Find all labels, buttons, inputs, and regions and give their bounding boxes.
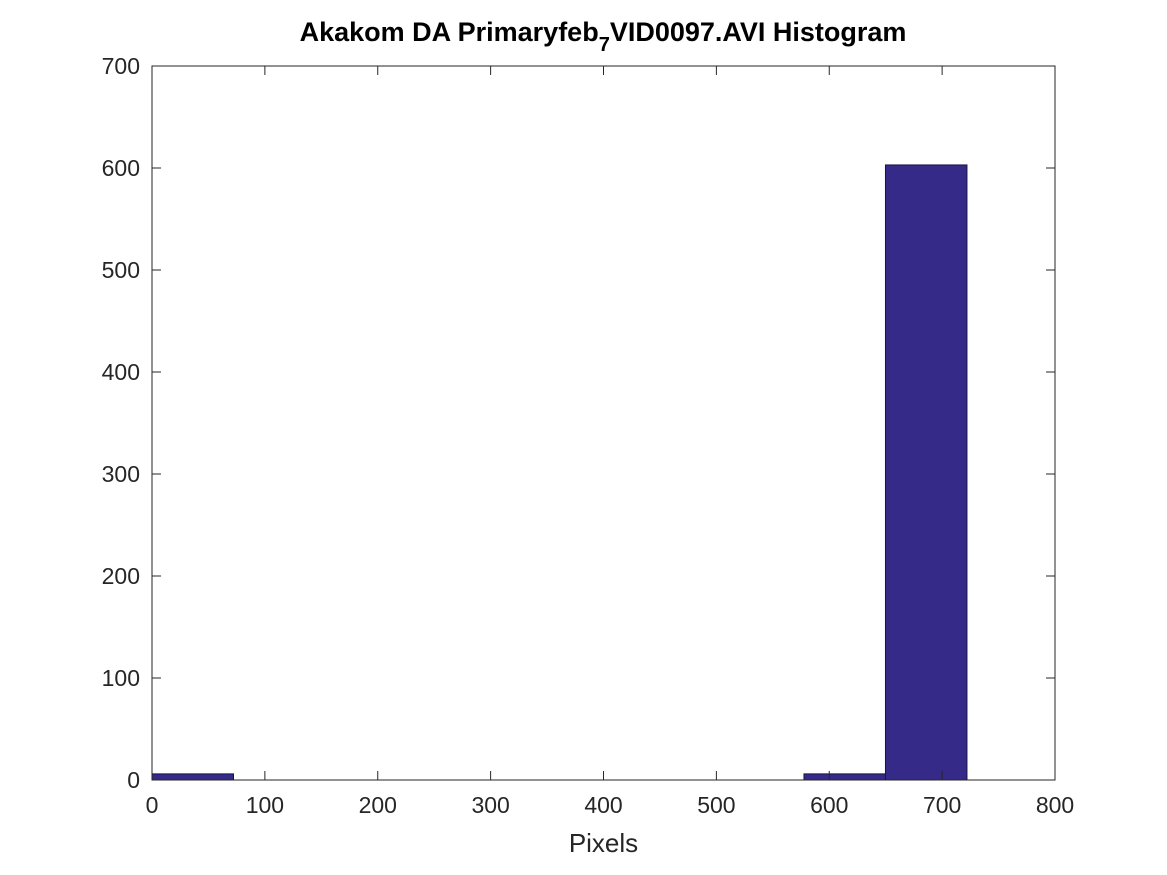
chart-title-subscript: 7	[599, 34, 610, 56]
y-tick-label: 500	[102, 257, 140, 283]
x-tick-label: 200	[359, 792, 397, 818]
y-tick-label: 400	[102, 359, 140, 385]
y-tick-label: 300	[102, 461, 140, 487]
y-tick-label: 200	[102, 563, 140, 589]
y-tick-label: 100	[102, 665, 140, 691]
x-tick-label: 400	[584, 792, 622, 818]
x-tick-label: 600	[810, 792, 848, 818]
y-axis: 0 100 200 300 400 500 600 700	[102, 53, 1055, 793]
x-tick-label: 100	[246, 792, 284, 818]
x-tick-label: 500	[697, 792, 735, 818]
chart-title-part-1: Akakom DA Primaryfeb	[300, 17, 599, 47]
chart-title: Akakom DA Primaryfeb7VID0097.AVI Histogr…	[300, 17, 907, 56]
x-tick-label: 800	[1036, 792, 1074, 818]
histogram-bar	[884, 164, 968, 781]
histogram-bar	[803, 773, 886, 781]
x-tick-label: 300	[471, 792, 509, 818]
chart-title-part-2: VID0097.AVI Histogram	[610, 17, 907, 47]
y-tick-label: 700	[102, 53, 140, 79]
x-tick-label: 700	[923, 792, 961, 818]
y-tick-label: 600	[102, 155, 140, 181]
x-axis-label: Pixels	[569, 828, 638, 858]
y-tick-label: 0	[127, 767, 140, 793]
histogram-bar	[151, 773, 234, 781]
histogram-bars	[151, 164, 968, 781]
x-tick-label: 0	[146, 792, 159, 818]
x-axis: 0 100 200 300 400 500 600 700 800	[146, 66, 1074, 818]
